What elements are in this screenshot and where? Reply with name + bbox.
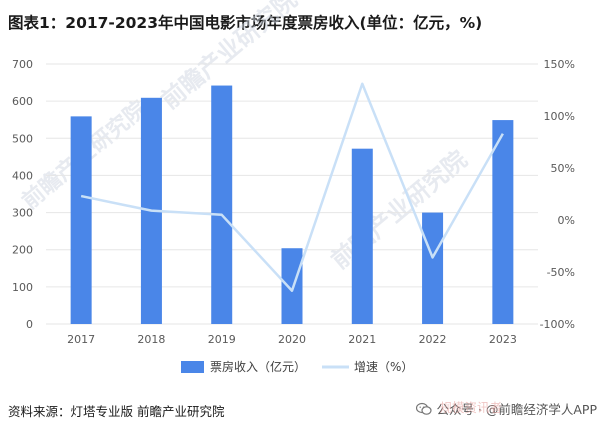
- bar: [70, 116, 92, 324]
- y-right-tick-label: -100%: [540, 318, 575, 331]
- x-tick-label: 2023: [489, 333, 517, 346]
- wechat-icon: [416, 402, 433, 415]
- y-left-tick-label: 600: [12, 95, 33, 108]
- x-tick-label: 2019: [208, 333, 236, 346]
- bar: [422, 212, 444, 324]
- bar: [492, 120, 514, 324]
- source-note: 资料来源：灯塔专业版 前瞻产业研究院: [8, 404, 225, 419]
- bar: [211, 85, 233, 325]
- y-left-tick-label: 0: [26, 318, 33, 331]
- y-left-tick-label: 100: [12, 281, 33, 294]
- x-tick-label: 2020: [278, 333, 306, 346]
- y-axis-left: 0 100 200 300 400 500 600 700: [12, 58, 33, 331]
- y-left-tick-label: 500: [12, 132, 33, 145]
- page-title: 图表1：2017-2023年中国电影市场年度票房收入(单位：亿元，%): [8, 14, 483, 32]
- x-tick-label: 2017: [67, 333, 95, 346]
- y-right-tick-label: 50%: [551, 162, 575, 175]
- account-credit: 规模资讯者 公众号 · @前瞻经济学人APP: [416, 399, 597, 418]
- legend-bar-swatch: [181, 361, 204, 373]
- legend: 票房收入（亿元） 增速（%）: [181, 359, 413, 374]
- bar: [351, 148, 373, 324]
- y-left-tick-label: 700: [12, 58, 33, 71]
- faint-watermark-text: 规模资讯者: [439, 400, 502, 415]
- bar-series: [70, 85, 514, 325]
- y-left-tick-label: 200: [12, 244, 33, 257]
- bar: [281, 248, 303, 324]
- y-left-tick-label: 400: [12, 169, 33, 182]
- y-left-tick-label: 300: [12, 207, 33, 220]
- y-right-tick-label: -50%: [547, 266, 575, 279]
- watermark-text: 前瞻产业研究院: [326, 145, 473, 274]
- y-axis-right: -100% -50% 0% 50% 100% 150%: [540, 58, 575, 331]
- x-tick-label: 2018: [137, 333, 165, 346]
- y-right-tick-label: 100%: [544, 110, 575, 123]
- y-right-tick-label: 0%: [558, 214, 575, 227]
- account-name: 公众号 · @前瞻经济学人APP: [436, 402, 597, 417]
- legend-line-label: 增速（%）: [354, 360, 413, 374]
- x-axis: 2017 2018 2019 2020 2021 2022 2023: [67, 333, 517, 346]
- line-series: [80, 82, 504, 292]
- x-tick-label: 2022: [419, 333, 447, 346]
- x-tick-label: 2021: [348, 333, 376, 346]
- y-right-tick-label: 150%: [544, 58, 575, 71]
- legend-bar-label: 票房收入（亿元）: [210, 359, 306, 374]
